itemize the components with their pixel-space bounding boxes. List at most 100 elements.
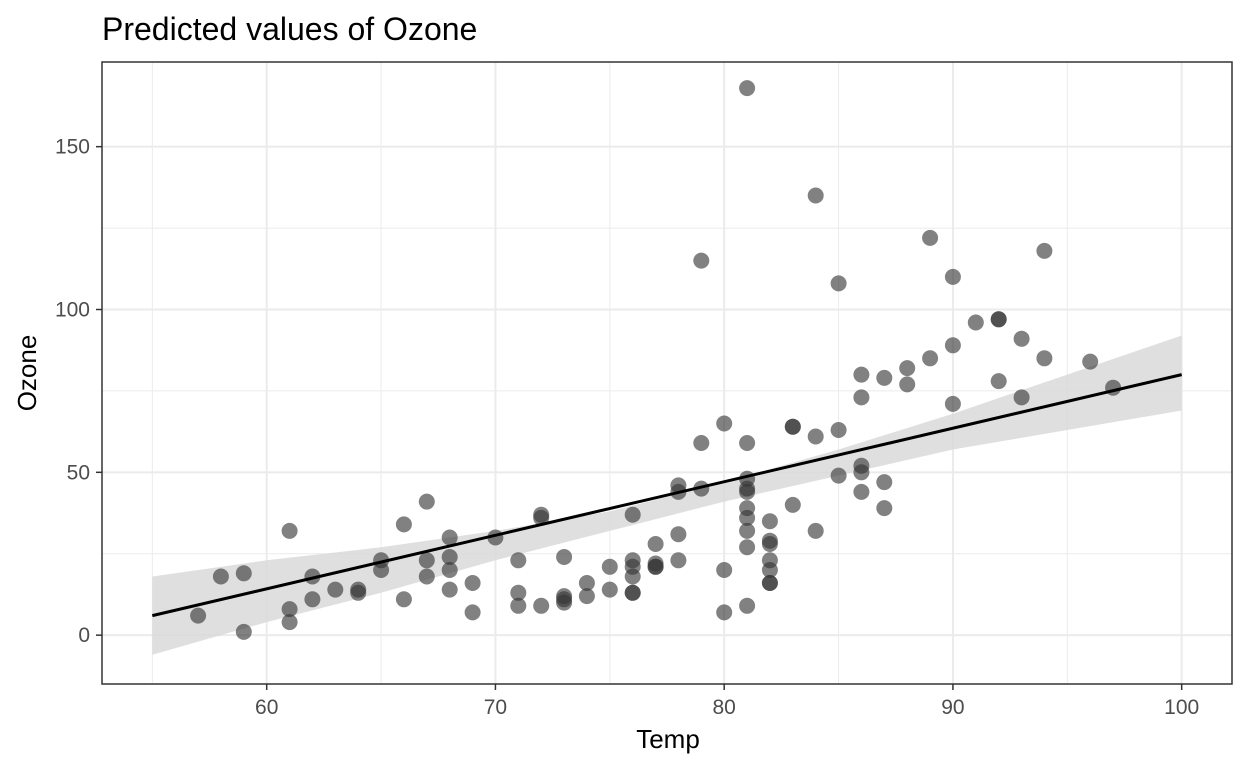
data-point [990, 373, 1007, 390]
data-point [990, 311, 1007, 328]
data-point [281, 601, 298, 618]
data-point [899, 376, 916, 393]
data-point [281, 614, 298, 631]
plot-panel [101, 61, 1233, 685]
data-point [304, 591, 321, 608]
data-point [784, 418, 801, 435]
data-point [556, 549, 573, 565]
data-point [761, 575, 778, 591]
data-point [190, 607, 207, 624]
x-tick-label: 60 [255, 696, 278, 719]
data-point [373, 562, 390, 578]
data-point [1036, 350, 1053, 367]
data-point [807, 428, 824, 445]
data-point [601, 558, 618, 575]
data-point [693, 252, 710, 269]
data-point [739, 522, 756, 539]
data-point [739, 539, 756, 556]
data-point [395, 516, 412, 533]
x-tick-label: 90 [941, 696, 964, 719]
data-point [441, 529, 458, 546]
data-point [716, 562, 733, 578]
data-point [853, 389, 870, 406]
x-tick-label: 100 [1164, 696, 1199, 719]
data-point [533, 597, 550, 614]
panel-border [101, 61, 1233, 685]
data-point [807, 522, 824, 539]
x-tick-label: 80 [713, 696, 736, 719]
x-axis-label: Temp [636, 724, 700, 754]
data-point [670, 552, 687, 569]
data-point [418, 568, 435, 585]
data-point [624, 568, 641, 585]
data-point [510, 552, 527, 569]
data-point [761, 562, 778, 578]
data-point [212, 568, 229, 585]
data-point [899, 360, 916, 377]
data-point [235, 565, 252, 582]
data-point [670, 526, 687, 543]
data-point [830, 422, 847, 438]
x-axis: 60 70 80 90 100 [255, 684, 1199, 719]
data-point [601, 581, 618, 598]
data-point [944, 337, 961, 354]
data-point [830, 467, 847, 484]
data-point [761, 536, 778, 552]
data-point [739, 597, 756, 614]
data-point [944, 395, 961, 412]
data-point [716, 604, 733, 621]
data-point [441, 581, 458, 598]
data-point [418, 493, 435, 510]
data-point [624, 506, 641, 523]
data-point [533, 509, 550, 526]
data-point [395, 591, 412, 608]
data-point [464, 575, 481, 591]
data-point [944, 268, 961, 285]
y-tick-label: 50 [67, 461, 90, 484]
data-point [327, 581, 344, 598]
data-point [784, 496, 801, 513]
x-tick-label: 70 [484, 696, 507, 719]
data-point [578, 575, 595, 591]
data-point [281, 522, 298, 539]
data-point [350, 584, 367, 601]
data-point [578, 588, 595, 605]
data-point [853, 464, 870, 481]
data-point [647, 536, 664, 552]
data-point [922, 229, 939, 246]
data-point [830, 275, 847, 292]
data-point [761, 513, 778, 530]
data-point [464, 604, 481, 621]
data-point [1036, 242, 1053, 259]
data-point [739, 80, 756, 97]
data-point [739, 483, 756, 500]
data-point [922, 350, 939, 367]
y-tick-label: 100 [55, 298, 90, 321]
data-point [739, 509, 756, 526]
data-point [876, 500, 893, 517]
data-point [556, 594, 573, 611]
data-point [441, 549, 458, 565]
data-point [418, 552, 435, 569]
data-point [1013, 330, 1030, 347]
data-point [647, 558, 664, 575]
regression-line [151, 373, 1183, 618]
data-point [1082, 353, 1099, 370]
data-point [693, 435, 710, 451]
data-point [510, 597, 527, 614]
y-axis: 0 50 100 150 [55, 136, 102, 647]
chart-title: Predicted values of Ozone [102, 11, 477, 47]
data-point [441, 562, 458, 578]
data-point [967, 314, 984, 331]
data-point [739, 435, 756, 451]
data-point [624, 584, 641, 601]
data-point [1013, 389, 1030, 406]
y-tick-label: 150 [55, 136, 90, 159]
confidence-band [152, 335, 1182, 655]
data-point [876, 369, 893, 386]
data-point [853, 366, 870, 383]
data-point [807, 187, 824, 204]
data-point [235, 623, 252, 640]
y-tick-label: 0 [78, 624, 90, 647]
